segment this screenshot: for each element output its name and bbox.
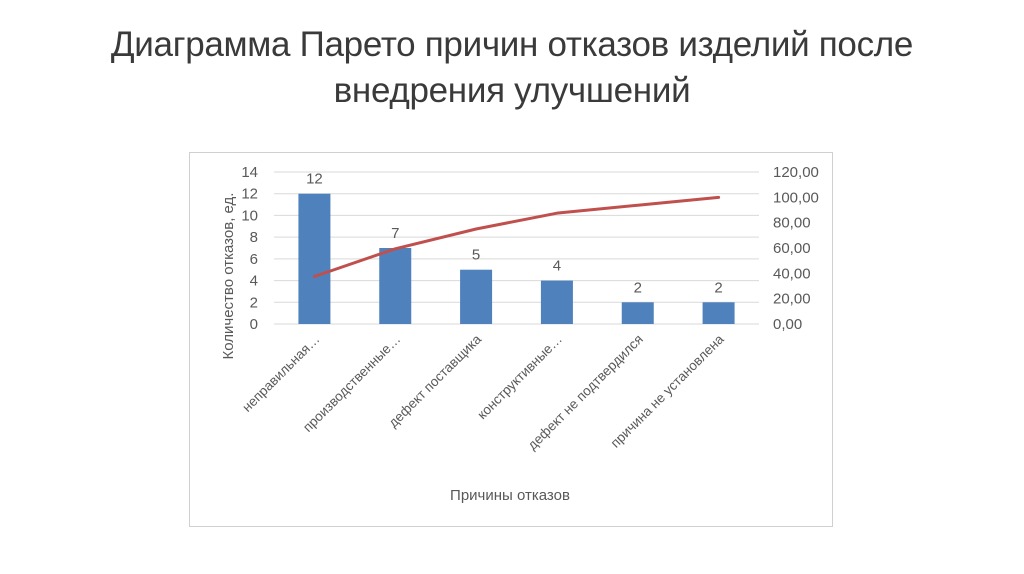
x-tick-label: конструктивные…: [474, 332, 565, 423]
title-line-1: Диаграмма Парето причин отказов изделий …: [110, 25, 914, 64]
data-label: 7: [391, 225, 399, 242]
x-tick-label: неправильная…: [239, 332, 322, 415]
y-tick-label: 4: [250, 273, 258, 290]
bar: [460, 269, 493, 324]
y2-tick-label: 100,00: [773, 189, 819, 206]
data-label: 2: [634, 279, 642, 296]
data-label: 4: [553, 258, 561, 275]
title-line-2: внедрения улучшений: [333, 71, 691, 110]
chart-frame: [189, 152, 833, 527]
data-label: 2: [714, 279, 722, 296]
page-title: Диаграмма Парето причин отказов изделий …: [0, 22, 1024, 114]
y2-tick-label: 0,00: [773, 316, 802, 333]
data-label: 12: [306, 171, 323, 188]
y2-tick-label: 80,00: [773, 215, 811, 232]
y-tick-label: 10: [241, 207, 258, 224]
x-tick-label: дефект поставщика: [385, 331, 484, 430]
cumulative-percent-line: [312, 195, 721, 278]
y-tick-label: 12: [241, 186, 258, 203]
y-axis-title: Количество отказов, ед.: [220, 193, 237, 360]
y-tick-label: 14: [241, 164, 258, 181]
bar: [298, 193, 331, 324]
y-tick-label: 8: [250, 229, 258, 246]
bar: [379, 248, 412, 324]
y2-tick-label: 20,00: [773, 291, 811, 308]
bar: [621, 302, 654, 324]
y2-tick-label: 40,00: [773, 265, 811, 282]
data-label: 5: [472, 247, 480, 264]
y-tick-label: 0: [250, 316, 258, 333]
bar: [702, 302, 735, 324]
y-tick-label: 2: [250, 294, 258, 311]
x-axis-title: Причины отказов: [450, 487, 570, 504]
y2-tick-label: 120,00: [773, 164, 819, 181]
y-tick-label: 6: [250, 251, 258, 268]
bar: [540, 280, 573, 324]
y2-tick-label: 60,00: [773, 240, 811, 257]
